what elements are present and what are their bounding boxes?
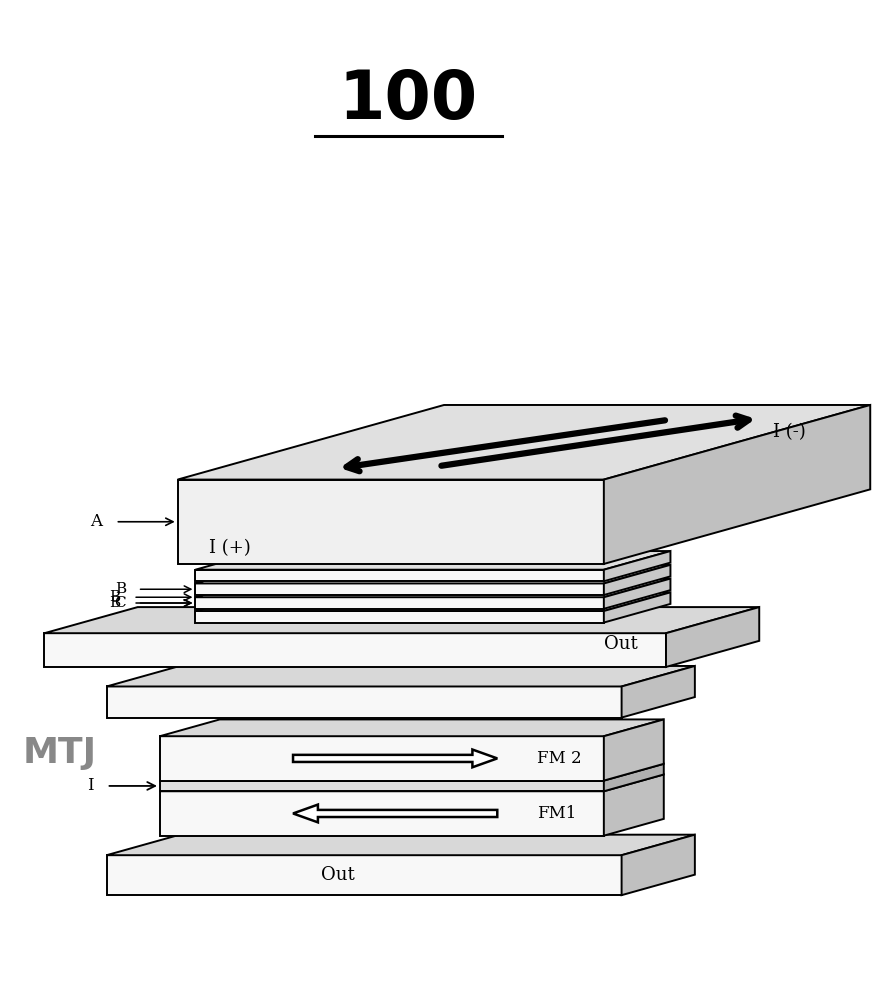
Polygon shape — [604, 592, 670, 623]
Polygon shape — [195, 570, 604, 581]
Polygon shape — [604, 774, 663, 836]
Polygon shape — [293, 805, 497, 822]
Polygon shape — [604, 565, 670, 595]
Polygon shape — [195, 611, 604, 623]
Polygon shape — [622, 835, 694, 895]
Polygon shape — [107, 686, 622, 718]
Polygon shape — [160, 736, 604, 781]
Polygon shape — [107, 855, 622, 895]
Text: FM 2: FM 2 — [537, 750, 582, 767]
Text: MTJ: MTJ — [22, 736, 96, 770]
Polygon shape — [160, 719, 663, 736]
Polygon shape — [160, 791, 604, 836]
Polygon shape — [195, 583, 604, 595]
Polygon shape — [160, 764, 663, 781]
Polygon shape — [195, 597, 604, 609]
Polygon shape — [160, 781, 604, 791]
Polygon shape — [195, 592, 670, 611]
Text: I (+): I (+) — [209, 539, 250, 557]
Text: 100: 100 — [339, 67, 478, 133]
Text: B: B — [108, 596, 120, 610]
Text: A: A — [90, 513, 102, 530]
Text: B: B — [115, 582, 126, 596]
Text: C: C — [115, 596, 126, 610]
Text: B: B — [108, 590, 120, 604]
Polygon shape — [178, 405, 870, 480]
Polygon shape — [160, 774, 663, 791]
Polygon shape — [604, 719, 663, 781]
Polygon shape — [195, 565, 670, 583]
Text: FM1: FM1 — [537, 805, 576, 822]
Polygon shape — [622, 666, 694, 718]
Polygon shape — [604, 579, 670, 609]
Polygon shape — [293, 750, 497, 767]
Polygon shape — [666, 607, 759, 667]
Polygon shape — [604, 764, 663, 791]
Polygon shape — [604, 551, 670, 581]
Text: Out: Out — [321, 866, 354, 884]
Polygon shape — [107, 835, 694, 855]
Text: Out: Out — [604, 635, 638, 653]
Polygon shape — [178, 480, 604, 564]
Text: I (-): I (-) — [773, 423, 805, 441]
Polygon shape — [195, 551, 670, 570]
Polygon shape — [107, 666, 694, 686]
Polygon shape — [44, 633, 666, 667]
Text: I: I — [87, 777, 93, 794]
Polygon shape — [195, 579, 670, 597]
Polygon shape — [44, 607, 759, 633]
Polygon shape — [604, 405, 870, 564]
